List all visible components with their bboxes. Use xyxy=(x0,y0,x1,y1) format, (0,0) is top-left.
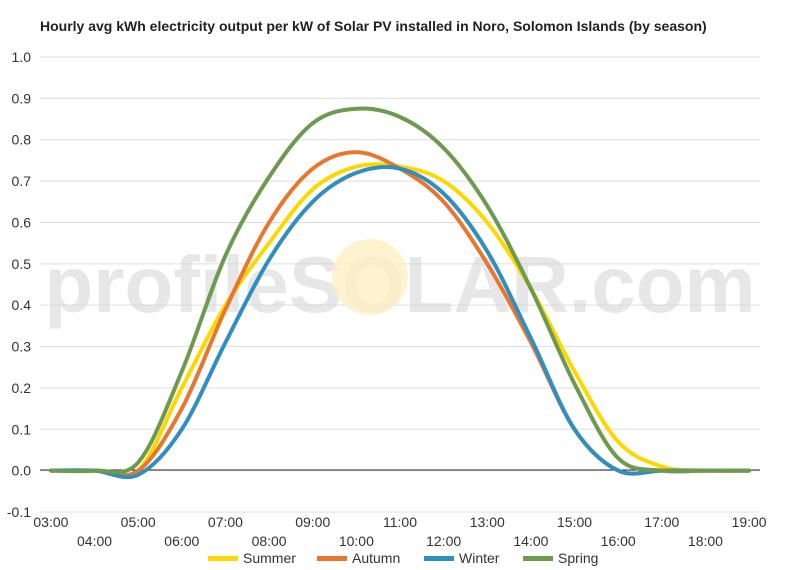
legend-item-spring: Spring xyxy=(523,549,598,567)
x-tick-label: 17:00 xyxy=(644,514,679,530)
legend-swatch xyxy=(523,555,553,561)
legend-label: Autumn xyxy=(352,550,401,566)
chart-title: Hourly avg kWh electricity output per kW… xyxy=(40,18,707,34)
y-tick-label: 0.9 xyxy=(12,90,32,106)
x-tick-label: 12:00 xyxy=(426,533,461,549)
legend-swatch xyxy=(208,555,238,561)
y-tick-label: 0.7 xyxy=(12,173,32,189)
y-tick-label: -0.1 xyxy=(7,504,31,520)
x-tick-label: 03:00 xyxy=(33,514,68,530)
y-tick-label: 0.8 xyxy=(12,132,32,148)
x-tick-label: 16:00 xyxy=(601,533,636,549)
legend-swatch xyxy=(424,555,454,561)
x-tick-label: 06:00 xyxy=(164,533,199,549)
x-tick-label: 18:00 xyxy=(688,533,723,549)
y-tick-label: 0.6 xyxy=(12,214,32,230)
y-tick-label: 0.4 xyxy=(12,297,32,313)
x-tick-label: 09:00 xyxy=(295,514,330,530)
y-tick-label: 0.1 xyxy=(12,421,32,437)
series-line-winter xyxy=(48,165,752,480)
x-axis-labels: 03:00 04:00 05:00 06:00 07:00 08:00 09:00 10:00… xyxy=(33,514,766,549)
gridlines xyxy=(40,56,760,513)
x-tick-label: 10:00 xyxy=(339,533,374,549)
x-tick-label: 11:00 xyxy=(383,514,417,530)
y-tick-label: 1.0 xyxy=(12,49,32,65)
y-axis-labels: -0.1 0.0 0.1 0.2 0.3 0.4 0.5 0.6 0.7 0.8 0.9 1.0 xyxy=(7,49,31,520)
y-tick-label: 0.5 xyxy=(12,256,32,272)
legend-label: Summer xyxy=(243,550,296,566)
legend-label: Winter xyxy=(459,550,500,566)
x-tick-label: 04:00 xyxy=(77,533,112,549)
x-tick-label: 15:00 xyxy=(557,514,592,530)
x-tick-label: 14:00 xyxy=(513,533,548,549)
y-tick-label: 0.2 xyxy=(12,380,32,396)
watermark-sun-icon xyxy=(332,239,408,315)
x-tick-label: 13:00 xyxy=(470,514,505,530)
y-tick-label: 0.3 xyxy=(12,339,32,355)
legend-item-summer: Summer xyxy=(208,549,296,567)
legend-item-autumn: Autumn xyxy=(317,549,400,567)
y-tick-label: 0.0 xyxy=(12,463,32,479)
x-tick-label: 07:00 xyxy=(208,514,243,530)
x-tick-label: 05:00 xyxy=(121,514,156,530)
legend: Summer Autumn Winter Spring xyxy=(0,549,800,567)
legend-item-winter: Winter xyxy=(424,549,499,567)
x-tick-label: 08:00 xyxy=(252,533,287,549)
series-lines xyxy=(48,106,752,480)
x-tick-label: 19:00 xyxy=(732,514,767,530)
legend-label: Spring xyxy=(558,550,599,566)
series-line-spring xyxy=(48,106,752,475)
legend-swatch xyxy=(317,555,347,561)
